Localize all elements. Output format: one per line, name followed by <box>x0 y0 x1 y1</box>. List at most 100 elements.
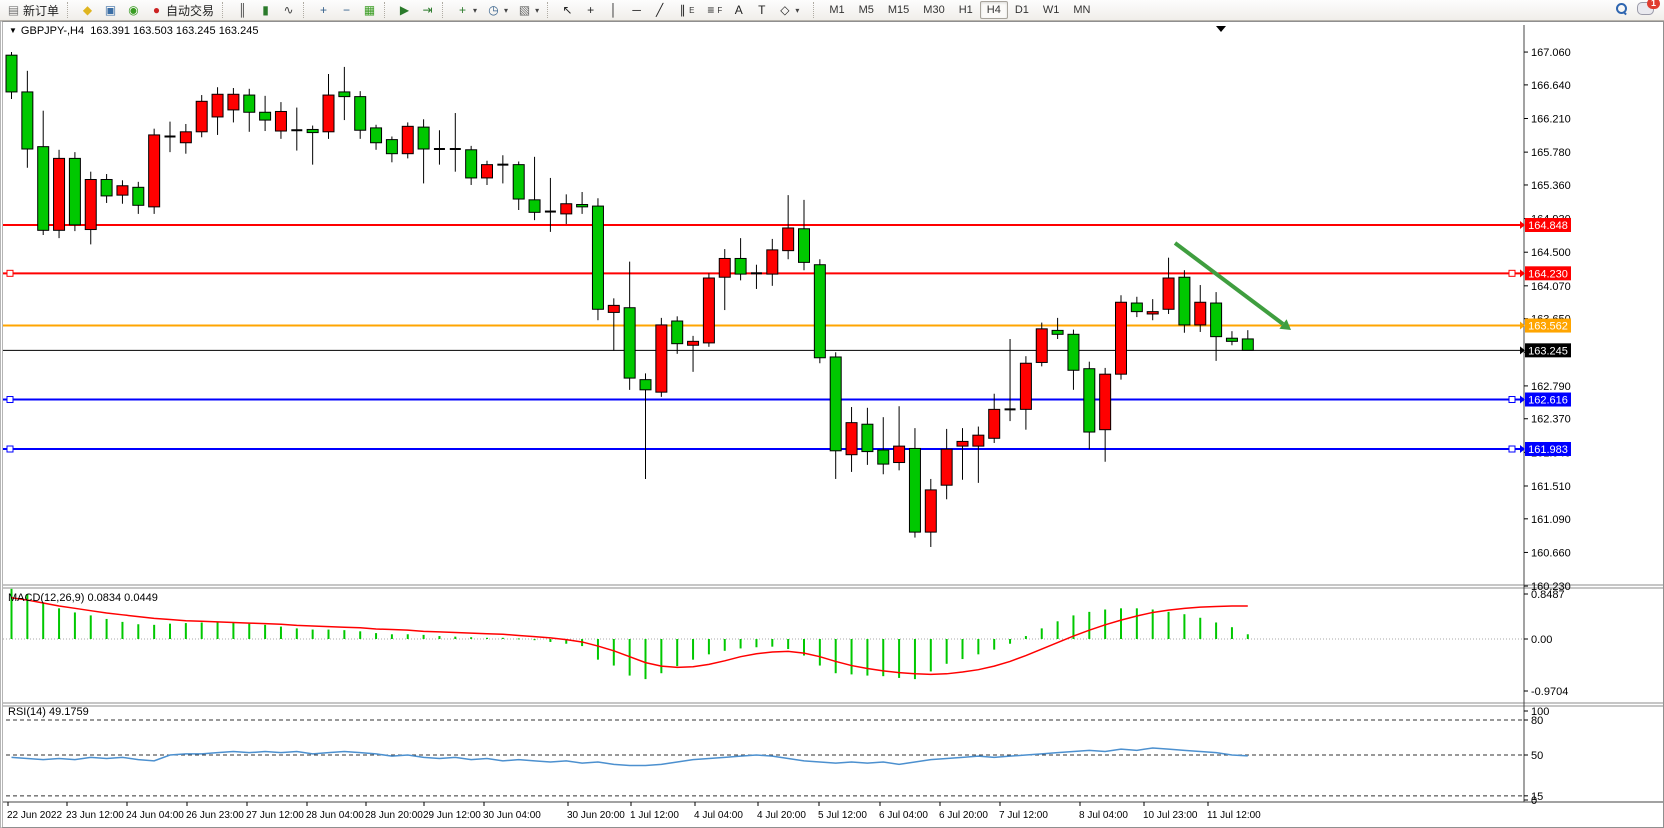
line-handle[interactable] <box>6 445 14 453</box>
candle-body <box>1115 301 1127 375</box>
new-chart-button[interactable]: + ▾ <box>451 0 482 21</box>
line-handle[interactable] <box>1508 445 1516 453</box>
line-handle[interactable] <box>1508 396 1516 404</box>
price-tick-label: 160.660 <box>1531 547 1571 559</box>
candle-body <box>1241 338 1254 351</box>
zoom-out-button[interactable]: − <box>335 0 358 21</box>
candle-body <box>845 422 858 456</box>
cursor-button[interactable]: ↖ <box>556 0 579 21</box>
candle-body <box>354 96 367 131</box>
candle <box>512 161 525 210</box>
price-tick-label: 161.090 <box>1531 514 1571 526</box>
auto-scroll-button[interactable]: ▶ <box>393 0 416 21</box>
market-watch-button[interactable]: ▣ <box>99 0 122 21</box>
trend-arrow[interactable] <box>1173 241 1291 330</box>
line-handle[interactable] <box>6 396 14 404</box>
candle-body <box>528 199 541 213</box>
chevron-down-icon[interactable]: ▾ <box>535 5 540 15</box>
chart-shift-button[interactable]: ⇥ <box>416 0 439 21</box>
trendline-button[interactable]: ╱ <box>648 0 671 21</box>
time-tick-label: 29 Jun 12:00 <box>423 810 481 821</box>
candle-body <box>481 164 493 179</box>
zoom-in-button[interactable]: + <box>312 0 335 21</box>
chart-canvas[interactable]: 167.060166.640166.210165.780165.360164.9… <box>3 22 1663 826</box>
templates-button[interactable]: ▧ ▾ <box>513 0 544 21</box>
price-badges: 164.848 164.230 163.562 163.245 162.616 161.9… <box>1520 218 1571 457</box>
candle-body <box>734 257 747 275</box>
notifications-button[interactable]: 1 <box>1637 0 1660 18</box>
timeframe-d1-button[interactable]: D1 <box>1014 4 1029 16</box>
candlestick-chart-button[interactable]: ▮ <box>254 0 277 21</box>
chart-collapse-icon[interactable]: ▼ <box>9 26 17 35</box>
candle <box>291 107 303 151</box>
candle-body <box>639 379 652 391</box>
toolbar-separator <box>303 2 309 18</box>
time-tick-label: 28 Jun 04:00 <box>306 810 364 821</box>
candle-body <box>148 134 161 208</box>
period-button[interactable]: ◷ ▾ <box>482 0 513 21</box>
macd-histogram-bar <box>1135 608 1138 639</box>
text-label-button[interactable]: T <box>750 0 773 21</box>
horizontal-line-button[interactable]: ─ <box>625 0 648 21</box>
time-tick-label: 23 Jun 12:00 <box>66 810 124 821</box>
fibonacci-icon-sub: F <box>717 5 723 15</box>
market-watch-icon: ▣ <box>104 3 117 17</box>
chart-frame <box>3 25 1663 803</box>
candle-body <box>243 94 256 113</box>
candle <box>385 136 398 163</box>
macd-histogram-bar <box>882 639 885 677</box>
price-badge <box>1525 266 1571 281</box>
fibonacci-button[interactable]: ≡ F <box>699 0 727 21</box>
line-handle[interactable] <box>1508 269 1516 277</box>
rsi-tick-label: 80 <box>1531 715 1543 727</box>
candle-body <box>908 447 921 533</box>
candle <box>1225 331 1238 346</box>
candle-body <box>813 264 826 359</box>
shapes-button[interactable]: ◇ ▾ <box>773 0 804 21</box>
timeframe-m5-button[interactable]: M5 <box>858 4 874 16</box>
candle-body <box>259 111 272 121</box>
macd-histogram-bar <box>248 623 251 639</box>
chevron-down-icon[interactable]: ▾ <box>504 5 509 15</box>
timeframe-m30-button[interactable]: M30 <box>923 4 945 16</box>
candle <box>861 407 874 465</box>
signals-button[interactable]: ◉ <box>122 0 145 21</box>
price-tick-label: 167.060 <box>1531 47 1571 59</box>
timeframe-mn-button[interactable]: MN <box>1073 4 1091 16</box>
line-handle[interactable] <box>6 269 14 277</box>
chart-title: ▼ GBPJPY-,H4 163.391 163.503 163.245 163.… <box>9 25 258 37</box>
macd-histogram-bar <box>327 629 330 639</box>
timeframe-w1-button[interactable]: W1 <box>1042 4 1060 16</box>
search-button[interactable] <box>1616 3 1627 17</box>
vertical-line-button[interactable]: │ <box>602 0 625 21</box>
chevron-down-icon[interactable]: ▾ <box>795 5 800 15</box>
new-order-button[interactable]: ▤ 新订单 <box>2 0 64 21</box>
macd-histogram-bar <box>596 639 599 660</box>
price-tick-label: 166.210 <box>1531 114 1571 126</box>
channel-button[interactable]: ∥ E <box>671 0 699 21</box>
price-tick-label: 164.070 <box>1531 281 1571 293</box>
candle <box>734 238 747 281</box>
macd-histogram-bar <box>993 639 996 650</box>
line-chart-button[interactable]: ∿ <box>277 0 300 21</box>
text-button[interactable]: A <box>727 0 750 21</box>
timeframe-h1-button[interactable]: H1 <box>958 4 973 16</box>
timeframe-h4-button[interactable]: H4 <box>979 1 1008 19</box>
candle-body <box>385 139 398 155</box>
chart-scroll-marker[interactable] <box>1216 26 1226 32</box>
candle-body <box>1067 333 1080 371</box>
timeframe-m1-button[interactable]: M1 <box>829 4 845 16</box>
crosshair-button[interactable]: + <box>579 0 602 21</box>
tile-windows-button[interactable]: ▦ <box>358 0 381 21</box>
candle <box>417 119 430 184</box>
metaeditor-button[interactable]: ◆ <box>76 0 99 21</box>
autotrading-button[interactable]: ● 自动交易 <box>145 0 219 21</box>
trend-arrow-line[interactable] <box>1173 241 1285 326</box>
timeframe-m15-button[interactable]: M15 <box>887 4 910 16</box>
clock-icon: ◷ <box>488 3 499 17</box>
chevron-down-icon[interactable]: ▾ <box>473 5 478 15</box>
time-axis: 22 Jun 2022 23 Jun 12:00 24 Jun 04:00 26 Ju… <box>7 802 1261 821</box>
toolbar-group: ↖ + │ ─ ╱ ∥ E ≡ F A T ◇ ▾ <box>556 0 804 20</box>
bar-chart-button[interactable]: ║ <box>231 0 254 21</box>
macd-histogram-bar <box>1230 627 1233 639</box>
